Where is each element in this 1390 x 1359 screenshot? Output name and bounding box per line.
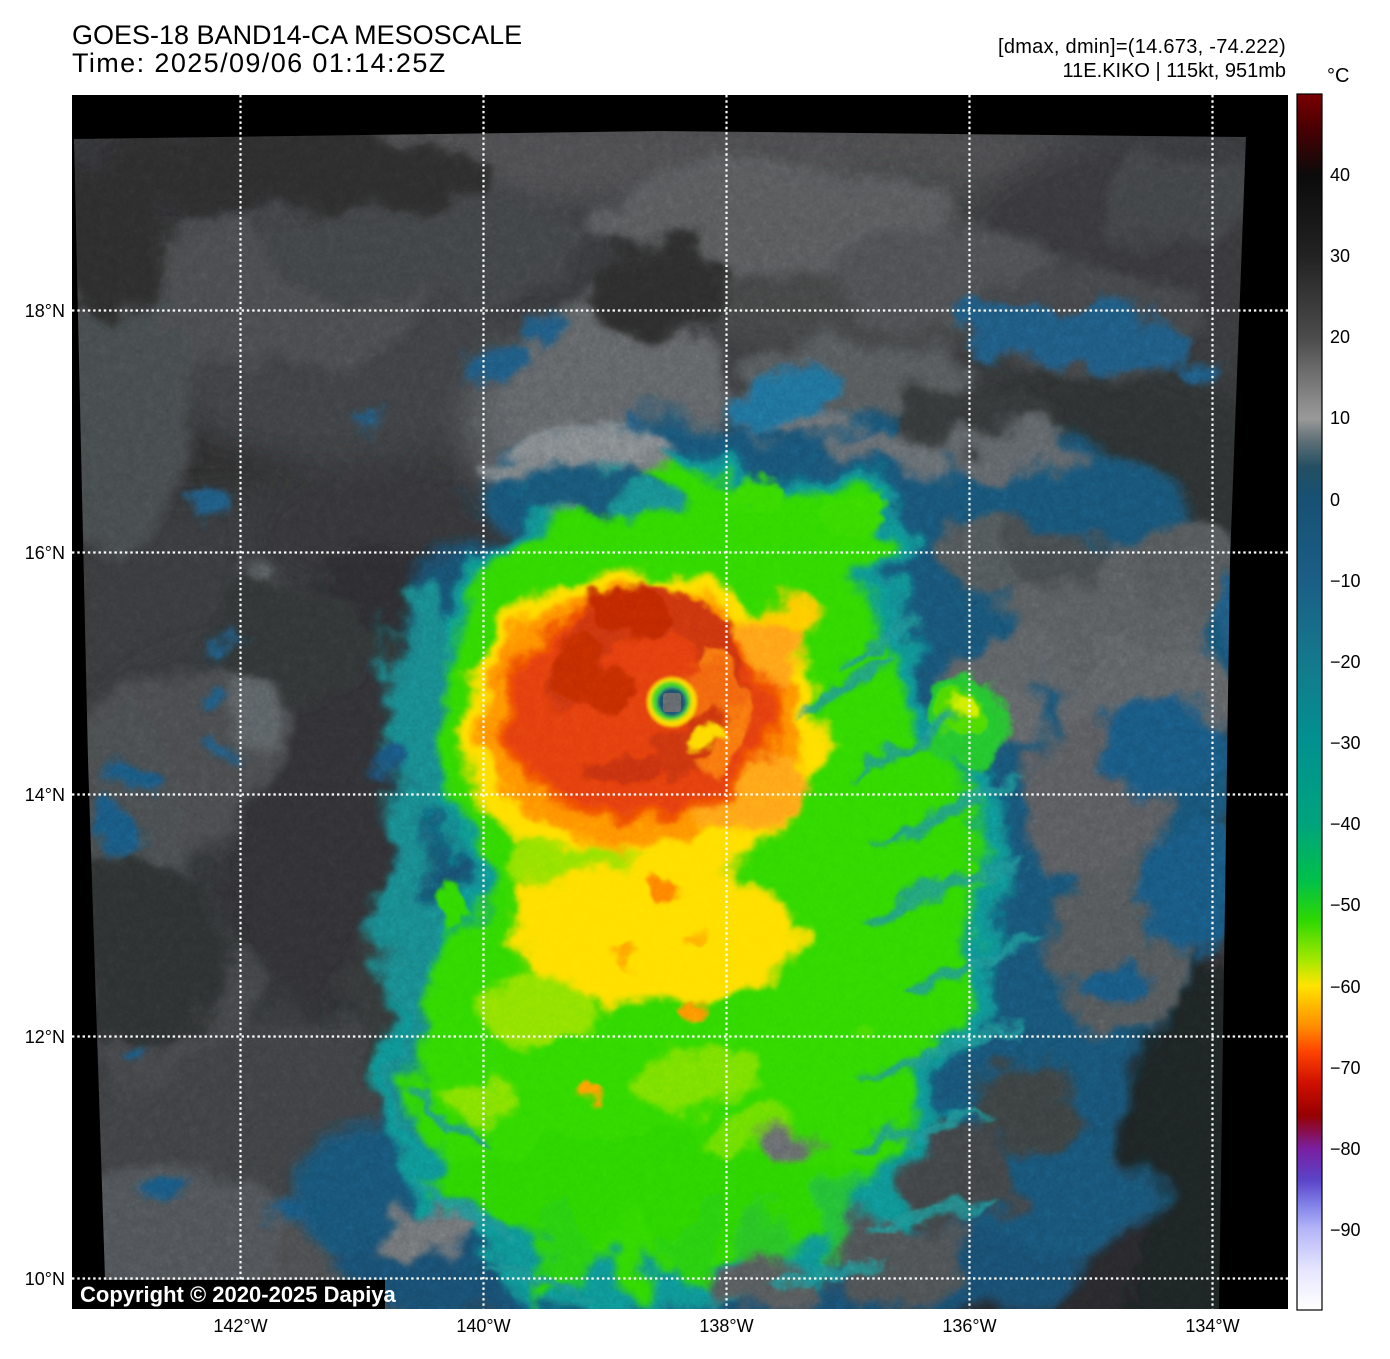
svg-text:Time: 2025/09/06 01:14:25Z: Time: 2025/09/06 01:14:25Z bbox=[72, 48, 447, 78]
svg-text:140°W: 140°W bbox=[456, 1316, 510, 1336]
svg-text:[dmax, dmin]=(14.673, -74.222): [dmax, dmin]=(14.673, -74.222) bbox=[998, 36, 1286, 58]
svg-text:16°N: 16°N bbox=[25, 543, 65, 563]
svg-text:°C: °C bbox=[1327, 65, 1349, 87]
svg-text:−50: −50 bbox=[1330, 895, 1361, 915]
svg-text:−60: −60 bbox=[1330, 977, 1361, 997]
svg-text:10: 10 bbox=[1330, 408, 1350, 428]
svg-text:GOES-18 BAND14-CA MESOSCALE: GOES-18 BAND14-CA MESOSCALE bbox=[72, 20, 522, 50]
svg-text:−70: −70 bbox=[1330, 1058, 1361, 1078]
svg-text:0: 0 bbox=[1330, 490, 1340, 510]
svg-text:−10: −10 bbox=[1330, 571, 1361, 591]
svg-text:20: 20 bbox=[1330, 327, 1350, 347]
svg-text:−40: −40 bbox=[1330, 814, 1361, 834]
svg-text:11E.KIKO | 115kt, 951mb: 11E.KIKO | 115kt, 951mb bbox=[1063, 60, 1286, 82]
svg-text:−30: −30 bbox=[1330, 733, 1361, 753]
svg-text:14°N: 14°N bbox=[25, 785, 65, 805]
svg-text:138°W: 138°W bbox=[699, 1316, 753, 1336]
svg-text:134°W: 134°W bbox=[1185, 1316, 1239, 1336]
svg-text:30: 30 bbox=[1330, 246, 1350, 266]
svg-text:136°W: 136°W bbox=[942, 1316, 996, 1336]
svg-text:40: 40 bbox=[1330, 165, 1350, 185]
svg-text:Copyright © 2020-2025 Dapiya: Copyright © 2020-2025 Dapiya bbox=[80, 1282, 397, 1307]
svg-text:10°N: 10°N bbox=[25, 1269, 65, 1289]
svg-text:18°N: 18°N bbox=[25, 301, 65, 321]
svg-text:−90: −90 bbox=[1330, 1220, 1361, 1240]
svg-text:−20: −20 bbox=[1330, 652, 1361, 672]
svg-text:142°W: 142°W bbox=[213, 1316, 267, 1336]
svg-text:−80: −80 bbox=[1330, 1139, 1361, 1159]
svg-text:12°N: 12°N bbox=[25, 1027, 65, 1047]
